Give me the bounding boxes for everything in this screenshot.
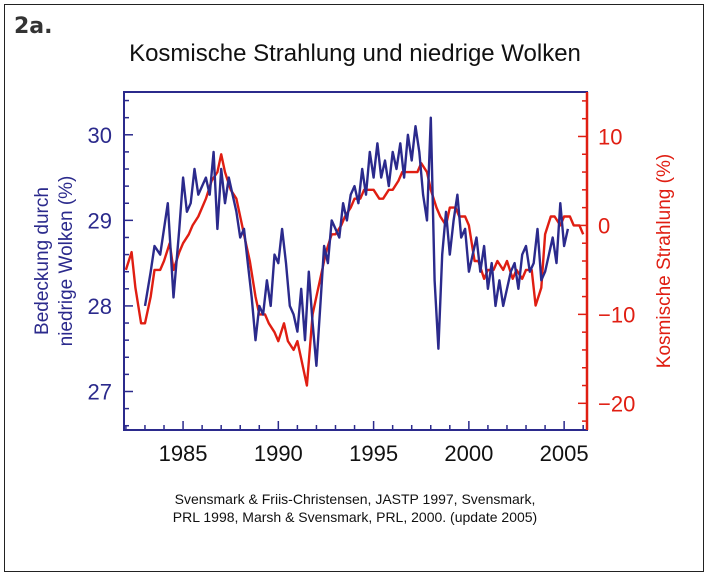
x-tick-label: 1985 bbox=[159, 441, 208, 466]
y-tick-label-right: −20 bbox=[598, 391, 635, 416]
y-axis-label-left-line1: Bedeckung durch bbox=[32, 187, 53, 335]
plot-area-frame bbox=[123, 91, 588, 431]
chart-title: Kosmische Strahlung und niedrige Wolken bbox=[129, 40, 581, 67]
series-line-clouds bbox=[143, 116, 570, 367]
x-tick-label: 1990 bbox=[254, 441, 303, 466]
series-line-cosmic bbox=[124, 153, 585, 387]
y-axis-label-right: Kosmische Strahlung (%) bbox=[654, 154, 675, 368]
source-credit: Svensmark & Friis-Christensen, JASTP 199… bbox=[120, 490, 590, 526]
figure-label: 2a. bbox=[14, 14, 53, 39]
credit-line-1: Svensmark & Friis-Christensen, JASTP 199… bbox=[174, 491, 536, 507]
y-tick-label-left: 28 bbox=[88, 294, 112, 319]
y-tick-label-left: 29 bbox=[88, 208, 112, 233]
y-tick-label-left: 30 bbox=[88, 123, 112, 148]
y-tick-label-right: 0 bbox=[598, 213, 610, 238]
y-tick-label-right: −10 bbox=[598, 302, 635, 327]
x-tick-label: 2000 bbox=[444, 441, 493, 466]
x-tick-label: 1995 bbox=[349, 441, 398, 466]
x-tick-label: 2005 bbox=[540, 441, 589, 466]
figure-frame bbox=[4, 4, 704, 572]
y-tick-label-left: 27 bbox=[88, 379, 112, 404]
credit-line-2: PRL 1998, Marsh & Svensmark, PRL, 2000. … bbox=[172, 509, 538, 525]
y-axis-label-left-line2: niedrige Wolken (%) bbox=[56, 176, 77, 347]
y-tick-label-right: 10 bbox=[598, 124, 622, 149]
